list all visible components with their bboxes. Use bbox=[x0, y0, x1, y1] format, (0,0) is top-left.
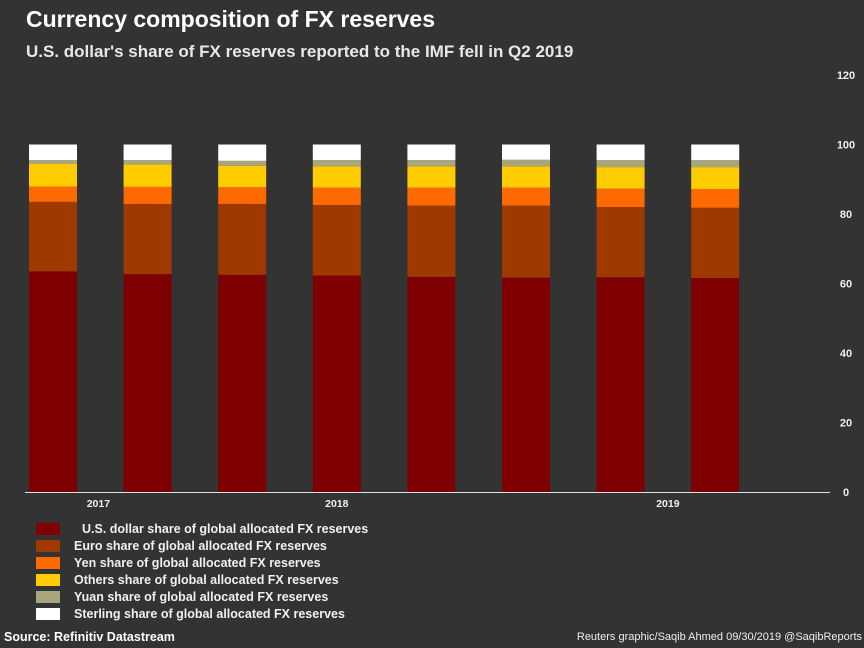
bar-segment bbox=[123, 164, 172, 187]
bar-segment bbox=[596, 167, 645, 189]
bar-segment bbox=[123, 144, 172, 161]
y-tick-label: 80 bbox=[840, 209, 852, 221]
bar-segment bbox=[312, 275, 361, 492]
source-note: Source: Refinitiv Datastream bbox=[4, 630, 175, 644]
chart-title: Currency composition of FX reserves bbox=[26, 6, 436, 32]
bar-segment bbox=[312, 144, 361, 161]
y-tick-label: 40 bbox=[840, 348, 852, 360]
bar-segment bbox=[312, 187, 361, 205]
legend-label: U.S. dollar share of global allocated FX… bbox=[82, 521, 369, 536]
bar-segment bbox=[407, 187, 456, 206]
bar-segment bbox=[691, 144, 740, 161]
bar-segment bbox=[407, 205, 456, 277]
bar-segment bbox=[407, 160, 456, 167]
bar-segment bbox=[123, 203, 172, 275]
legend-label: Others share of global allocated FX rese… bbox=[74, 572, 339, 587]
legend-swatch bbox=[36, 522, 60, 535]
bar-segment bbox=[691, 207, 740, 278]
bar-segment bbox=[596, 277, 645, 492]
bar-segment bbox=[502, 277, 550, 492]
bar-segment bbox=[29, 160, 77, 164]
bar-segment bbox=[502, 159, 550, 167]
legend-label: Euro share of global allocated FX reserv… bbox=[74, 538, 327, 553]
bar-segment bbox=[691, 188, 740, 208]
bar-segment bbox=[312, 166, 361, 188]
legend-swatch bbox=[36, 590, 60, 603]
legend-label: Sterling share of global allocated FX re… bbox=[74, 606, 345, 621]
legend-label: Yuan share of global allocated FX reserv… bbox=[74, 589, 329, 604]
bar-segment bbox=[218, 165, 267, 188]
bar-segment bbox=[502, 166, 550, 188]
credit-note: Reuters graphic/Saqib Ahmed 09/30/2019 @… bbox=[576, 631, 862, 643]
bar-segment bbox=[691, 160, 740, 168]
bar-segment bbox=[691, 277, 740, 492]
x-tick-label: 2018 bbox=[325, 498, 349, 510]
bar-segment bbox=[29, 144, 77, 161]
y-tick-label: 100 bbox=[837, 140, 855, 152]
legend-item: Sterling share of global allocated FX re… bbox=[36, 605, 368, 622]
bar-segment bbox=[407, 276, 456, 492]
bar-segment bbox=[312, 160, 361, 167]
legend-item: Yuan share of global allocated FX reserv… bbox=[36, 588, 368, 605]
bar-segment bbox=[596, 188, 645, 208]
bar-segment bbox=[596, 207, 645, 278]
bar-segment bbox=[29, 201, 77, 272]
bar-segment bbox=[596, 144, 645, 161]
bar-segment bbox=[691, 167, 740, 189]
bar-segment bbox=[123, 160, 172, 165]
bar-segment bbox=[218, 274, 267, 492]
bar-segment bbox=[502, 205, 550, 278]
bar-segment bbox=[312, 204, 361, 276]
legend-item: Euro share of global allocated FX reserv… bbox=[36, 537, 368, 554]
bar-segment bbox=[218, 203, 267, 275]
legend-swatch bbox=[36, 539, 60, 552]
legend-item: Yen share of global allocated FX reserve… bbox=[36, 554, 368, 571]
x-tick-label: 2019 bbox=[656, 498, 680, 510]
legend-item: U.S. dollar share of global allocated FX… bbox=[36, 520, 368, 537]
y-tick-label: 20 bbox=[840, 418, 852, 430]
bar-segment bbox=[218, 187, 267, 204]
legend-label: Yen share of global allocated FX reserve… bbox=[74, 555, 321, 570]
y-tick-label: 120 bbox=[837, 70, 855, 82]
bar-segment bbox=[407, 144, 456, 161]
bar-segment bbox=[502, 144, 550, 160]
legend-swatch bbox=[36, 556, 60, 569]
bar-segment bbox=[596, 160, 645, 168]
chart-subtitle: U.S. dollar's share of FX reserves repor… bbox=[26, 42, 574, 61]
legend: U.S. dollar share of global allocated FX… bbox=[36, 520, 368, 622]
y-tick-label: 60 bbox=[840, 279, 852, 291]
bar-segment bbox=[123, 186, 172, 204]
legend-swatch bbox=[36, 573, 60, 586]
y-tick-label: 0 bbox=[843, 487, 849, 499]
legend-swatch bbox=[36, 607, 60, 620]
x-tick-label: 2017 bbox=[87, 498, 111, 510]
bar-segment bbox=[29, 186, 77, 202]
bar-segment bbox=[407, 166, 456, 188]
bar-segment bbox=[218, 160, 267, 166]
bar-segment bbox=[29, 271, 77, 492]
bar-segment bbox=[123, 274, 172, 492]
bar-segment bbox=[218, 144, 267, 161]
bar-segment bbox=[502, 187, 550, 206]
legend-item: Others share of global allocated FX rese… bbox=[36, 571, 368, 588]
bar-segment bbox=[29, 163, 77, 187]
